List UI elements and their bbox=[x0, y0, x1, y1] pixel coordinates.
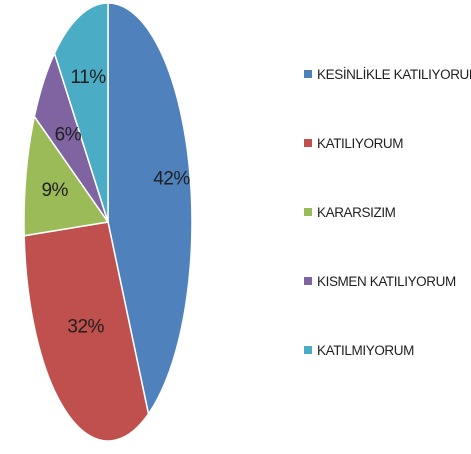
legend-swatch bbox=[304, 70, 312, 78]
slice-value-label-1: 42% bbox=[153, 169, 190, 190]
slice-value-label-3: 9% bbox=[41, 180, 68, 201]
slice-value-label-5: 11% bbox=[71, 67, 107, 88]
legend-swatch bbox=[304, 277, 312, 285]
legend-label: KARARSIZIM bbox=[317, 204, 396, 220]
legend-item: KATILIYORUM bbox=[304, 133, 469, 153]
legend-label: KATILIYORUM bbox=[317, 135, 404, 151]
legend-label: KISMEN KATILIYORUM bbox=[317, 273, 456, 289]
legend-swatch bbox=[304, 208, 312, 216]
legend-swatch bbox=[304, 139, 312, 147]
pie-chart-plot: 42% 32% 9% 6% 11% bbox=[23, 2, 193, 442]
legend-label: KATILMIYORUM bbox=[317, 342, 414, 358]
legend-label: KESİNLİKLE KATILIYORUM bbox=[317, 66, 471, 82]
pie-slice-3 bbox=[23, 115, 109, 237]
legend-item: KARARSIZIM bbox=[304, 202, 469, 222]
legend-item: KISMEN KATILIYORUM bbox=[304, 271, 469, 291]
legend-swatch bbox=[304, 346, 312, 354]
pie-slice-1 bbox=[107, 2, 193, 415]
slice-value-label-4: 6% bbox=[55, 125, 82, 146]
chart-legend: KESİNLİKLE KATILIYORUM KATILIYORUM KARARSI… bbox=[304, 64, 471, 409]
pie-slice-2 bbox=[23, 221, 150, 442]
slice-value-label-2: 32% bbox=[67, 317, 104, 338]
legend-item: KESİNLİKLE KATILIYORUM bbox=[304, 64, 471, 84]
legend-item: KATILMIYORUM bbox=[304, 340, 469, 360]
pie-slice-5 bbox=[53, 2, 109, 223]
